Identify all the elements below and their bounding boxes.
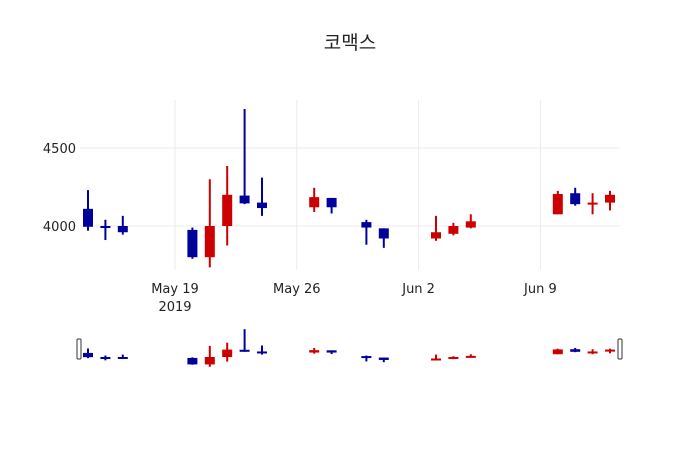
candle[interactable] [605,190,615,211]
slider-candle [309,347,320,354]
range-slider-left-handle[interactable] [76,338,82,360]
slider-candle [552,348,563,355]
chart-title: 코맥스 [323,32,377,54]
candle[interactable] [552,190,563,215]
slider-candle [204,345,215,367]
candle[interactable] [257,177,267,216]
candle[interactable] [326,197,337,214]
candle[interactable] [117,215,128,235]
candle[interactable] [222,165,233,246]
slider-candle [448,356,459,360]
range-slider[interactable] [76,329,623,367]
candles[interactable] [83,108,615,268]
candle[interactable] [204,179,215,268]
slider-candle [431,354,441,361]
x-tick-label: Jun 9 [523,282,557,297]
x-tick-year: 2019 [158,300,191,315]
x-tick-label: Jun 2 [401,282,435,297]
slider-candle [605,348,615,354]
slider-candle [187,357,198,365]
candle[interactable] [465,214,476,229]
slider-candle [326,350,337,355]
slider-candle [361,355,372,362]
slider-candle [117,354,128,360]
candle[interactable] [431,215,441,241]
slider-candle [465,354,476,358]
y-axis-ticks: 4000 4500 [43,142,76,235]
candle[interactable] [448,222,459,236]
y-tick-label: 4000 [43,220,76,235]
range-slider-right-handle[interactable] [617,338,623,360]
candle[interactable] [100,219,111,241]
candle[interactable] [239,108,250,205]
slider-candle [378,357,389,363]
slider-candle [257,345,267,355]
x-axis-ticks: May 19 2019 May 26 Jun 2 Jun 9 [151,282,557,315]
candle[interactable] [309,187,320,212]
x-tick-label: May 19 [151,282,199,297]
candle[interactable] [361,219,372,245]
y-tick-label: 4500 [43,142,76,157]
slider-candle [239,329,250,352]
candle[interactable] [83,190,93,231]
gridlines [80,100,620,270]
candle[interactable] [587,193,598,215]
slider-candle [570,347,581,353]
candle[interactable] [378,228,389,248]
slider-candle [83,348,93,359]
slider-candle [587,349,598,355]
candle[interactable] [570,187,581,206]
slider-candle [222,342,233,362]
x-tick-label: May 26 [273,282,321,297]
candle[interactable] [187,227,198,259]
slider-candle [100,355,111,361]
